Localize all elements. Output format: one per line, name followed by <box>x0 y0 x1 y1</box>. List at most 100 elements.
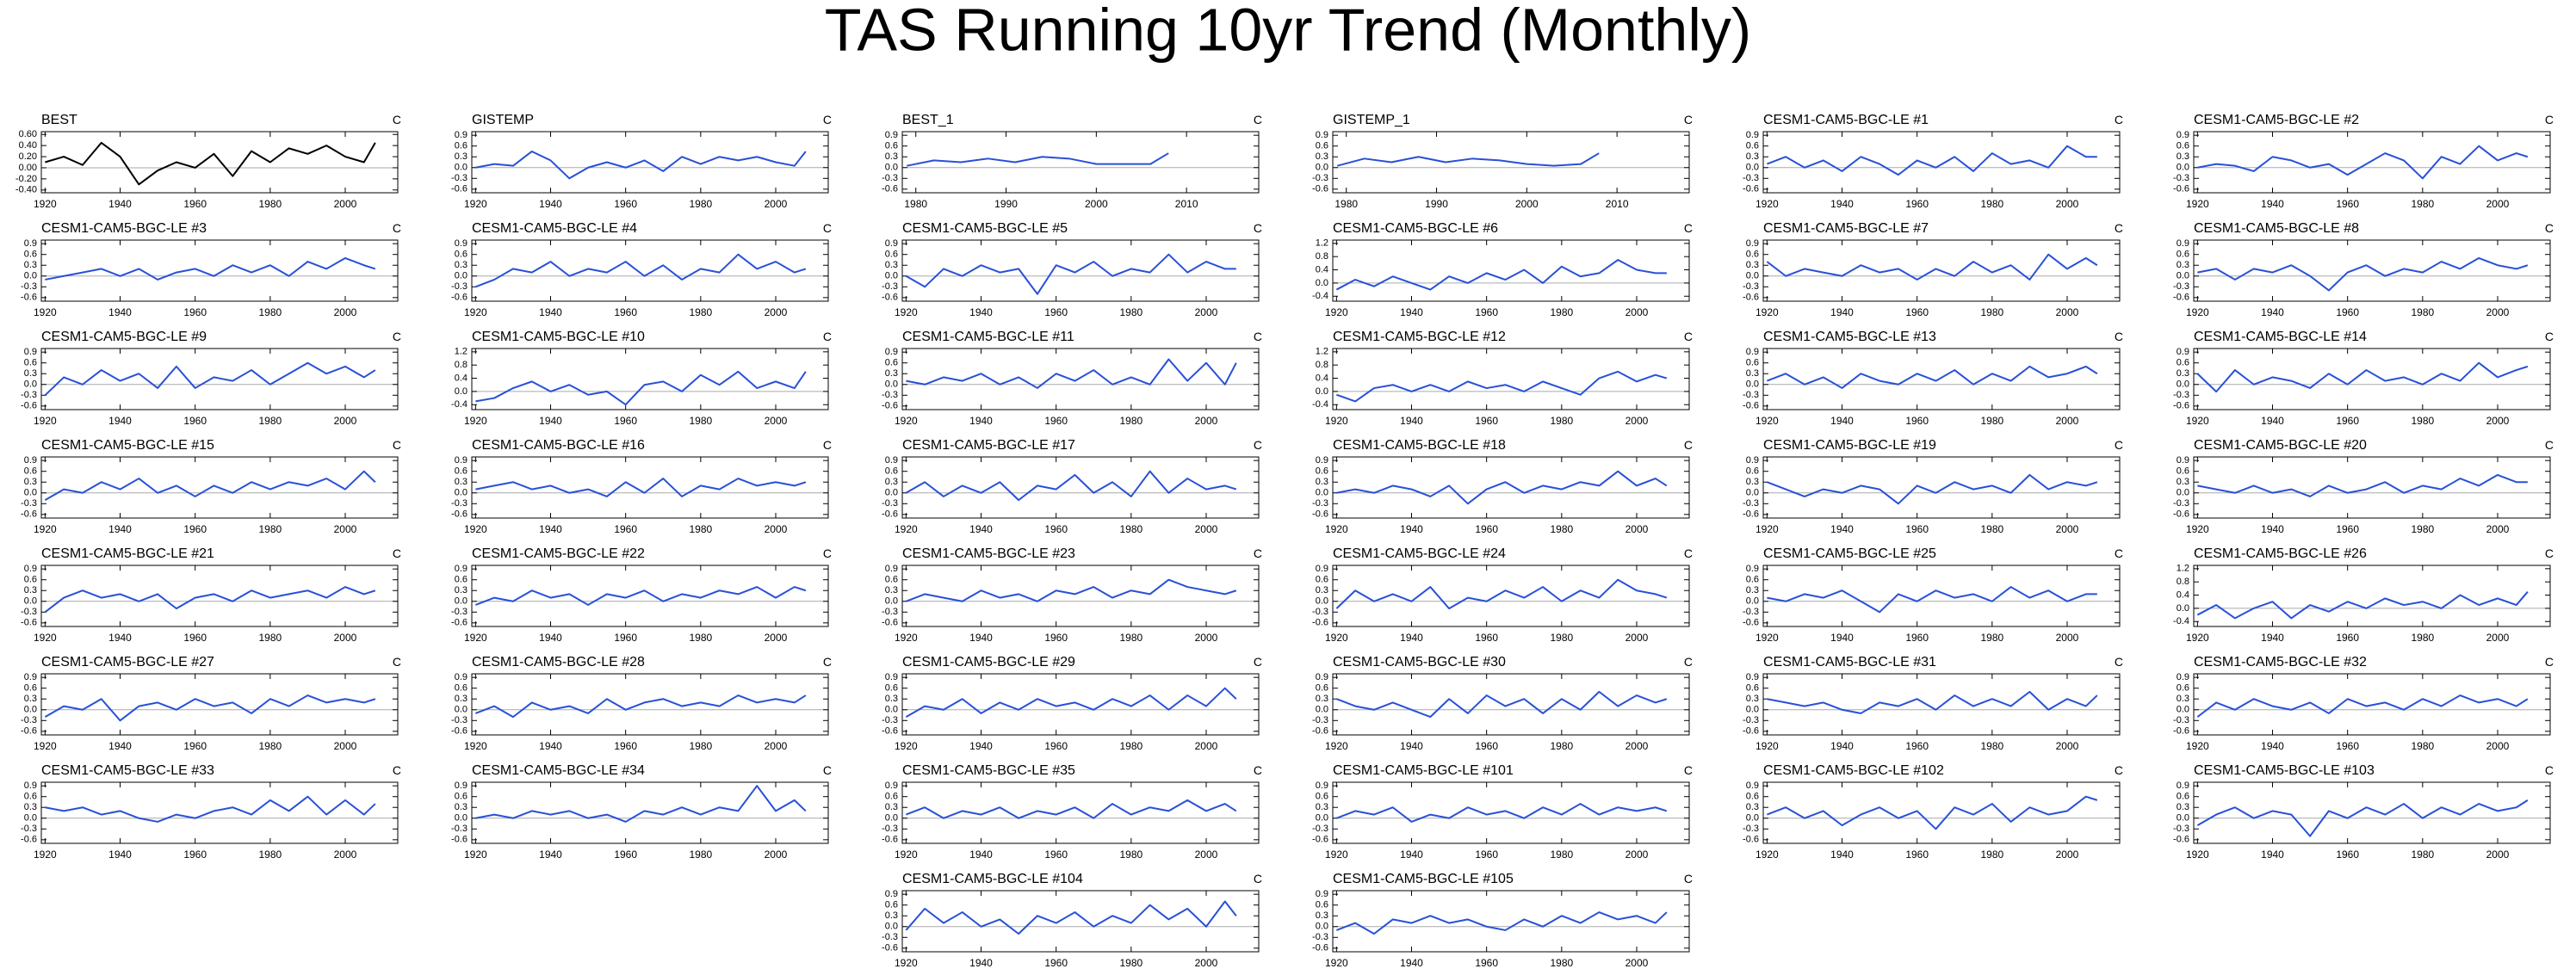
units-label: C <box>2545 655 2554 669</box>
x-tick-label: 1960 <box>1475 740 1498 752</box>
y-tick-label: -0.3 <box>2173 281 2189 292</box>
x-tick-label: 1980 <box>689 198 712 210</box>
y-tick-label: 0.6 <box>1746 792 1759 802</box>
series-line <box>44 361 376 397</box>
x-tick-label: 1980 <box>1980 523 2003 535</box>
y-tick-label: 0.0 <box>1316 386 1328 397</box>
x-tick-label: 1940 <box>539 848 562 861</box>
panel: CESM1-CAM5-BGC-LE #101 C -0.6-0.30.00.30.6… <box>1312 763 1693 861</box>
x-tick-label: 1960 <box>1044 632 1068 644</box>
x-tick-label: 1980 <box>689 415 712 427</box>
x-tick-label: 1920 <box>34 632 57 644</box>
x-tick-label: 1920 <box>464 523 487 535</box>
y-tick-label: 0.0 <box>885 813 898 824</box>
y-tick-label: -0.3 <box>1743 390 1759 400</box>
y-tick-label: 0.6 <box>24 466 37 477</box>
panel: CESM1-CAM5-BGC-LE #17 C -0.6-0.30.00.30.60… <box>882 438 1262 535</box>
x-tick-label: 1980 <box>1550 415 1573 427</box>
y-tick-label: 0.3 <box>24 585 37 595</box>
x-tick-label: 1980 <box>1119 306 1142 318</box>
x-tick-label: 2000 <box>2056 632 2079 644</box>
panel: CESM1-CAM5-BGC-LE #19 C -0.6-0.30.00.30.60… <box>1743 438 2123 535</box>
units-label: C <box>1254 438 1262 452</box>
x-tick-label: 2000 <box>1625 306 1649 318</box>
x-tick-label: 1940 <box>2261 415 2284 427</box>
y-tick-label: 0.0 <box>1746 488 1759 498</box>
units-label: C <box>2545 763 2554 777</box>
series-line <box>907 152 1169 167</box>
x-tick-label: 1940 <box>1400 740 1423 752</box>
units-label: C <box>823 221 832 235</box>
y-tick-label: 0.0 <box>455 386 468 397</box>
x-tick-label: 1920 <box>464 632 487 644</box>
y-tick-label: 0.20 <box>19 151 37 162</box>
units-label: C <box>1684 872 1693 886</box>
units-label: C <box>2545 546 2554 560</box>
units-label: C <box>1254 330 1262 343</box>
y-tick-label: -0.6 <box>1743 293 1759 303</box>
y-tick-label: 0.9 <box>455 781 468 791</box>
units-label: C <box>1684 655 1693 669</box>
y-tick-label: 0.3 <box>1316 694 1328 704</box>
x-tick-label: 1940 <box>539 740 562 752</box>
units-label: C <box>823 330 832 343</box>
x-tick-label: 1940 <box>1830 198 1854 210</box>
series-line <box>44 694 376 722</box>
y-tick-label: -0.3 <box>1312 173 1328 183</box>
y-tick-label: 0.6 <box>885 358 898 368</box>
y-tick-label: 0.0 <box>2177 488 2189 498</box>
plot-frame <box>1762 131 2121 194</box>
x-tick-label: 1920 <box>1325 306 1348 318</box>
x-tick-label: 1920 <box>2186 306 2209 318</box>
y-tick-label: -0.3 <box>1312 498 1328 509</box>
x-tick-label: 1960 <box>1044 415 1068 427</box>
y-tick-label: -0.3 <box>2173 173 2189 183</box>
x-tick-label: 1940 <box>1400 415 1423 427</box>
panel-title: CESM1-CAM5-BGC-LE #32 <box>2194 655 2367 670</box>
panel: BEST C -0.40-0.200.000.200.400.60 1920 1940 1… <box>15 113 401 210</box>
x-tick-label: 1960 <box>1044 523 1068 535</box>
y-tick-label: 0.0 <box>885 596 898 607</box>
y-tick-label: 0.3 <box>2177 477 2189 487</box>
plot-frame <box>40 781 399 844</box>
x-tick-label: 1990 <box>1425 198 1448 210</box>
x-tick-label: 1960 <box>1044 848 1068 861</box>
x-tick-label: 1920 <box>34 198 57 210</box>
x-tick-label: 1920 <box>1325 957 1348 969</box>
y-tick-label: 0.9 <box>1746 672 1759 682</box>
y-tick-label: 0.9 <box>885 347 898 357</box>
y-tick-label: 0.0 <box>2177 813 2189 824</box>
plot-frame <box>2193 131 2551 194</box>
x-tick-label: 2000 <box>2056 740 2079 752</box>
panel: CESM1-CAM5-BGC-LE #12 C -0.4 0.0 0.4 0.8 1.2 19… <box>1312 330 1693 427</box>
x-tick-label: 1980 <box>2411 523 2434 535</box>
x-tick-label: 1980 <box>1119 848 1142 861</box>
units-label: C <box>1254 872 1262 886</box>
series-line <box>475 253 807 288</box>
y-tick-label: -0.6 <box>882 509 898 520</box>
panel-title: BEST_1 <box>902 113 954 127</box>
y-tick-label: -0.3 <box>882 824 898 834</box>
x-tick-label: 1920 <box>895 740 918 752</box>
y-tick-label: -0.6 <box>451 835 468 845</box>
y-tick-label: 0.6 <box>1746 141 1759 151</box>
x-tick-label: 1940 <box>969 632 993 644</box>
y-tick-label: 0.6 <box>1746 575 1759 585</box>
y-tick-label: 0.0 <box>885 271 898 281</box>
y-tick-label: 0.0 <box>455 705 468 715</box>
x-tick-label: 1940 <box>1830 848 1854 861</box>
x-tick-label: 1960 <box>2336 848 2359 861</box>
x-tick-label: 1960 <box>183 306 207 318</box>
x-tick-label: 2000 <box>765 306 788 318</box>
y-tick-label: 0.0 <box>885 163 898 173</box>
plot-frame <box>471 673 829 736</box>
x-tick-label: 1920 <box>1756 848 1779 861</box>
y-tick-label: 0.3 <box>885 477 898 487</box>
x-tick-label: 1940 <box>1830 306 1854 318</box>
y-tick-label: 0.3 <box>24 694 37 704</box>
y-tick-label: -0.6 <box>1743 401 1759 411</box>
y-tick-label: 1.2 <box>1316 347 1328 357</box>
x-tick-label: 1940 <box>108 198 132 210</box>
x-tick-label: 1920 <box>1756 632 1779 644</box>
plot-frame <box>2193 239 2551 302</box>
